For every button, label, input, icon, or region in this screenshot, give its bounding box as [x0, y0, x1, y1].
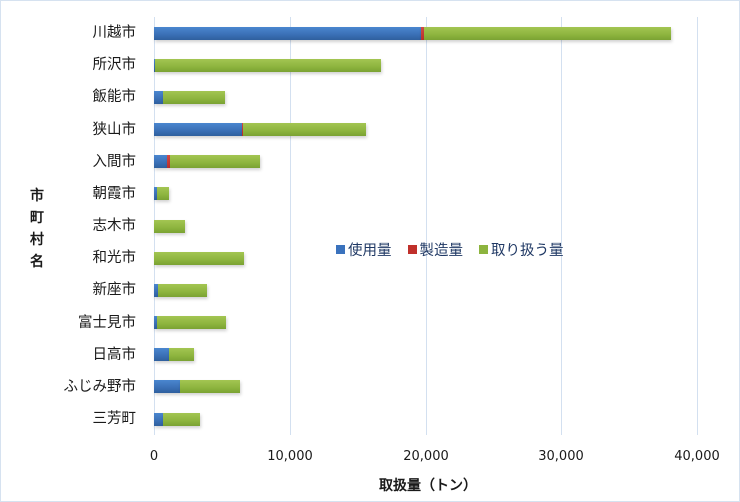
legend-swatch-icon — [336, 245, 345, 254]
bar-segment-handle — [156, 187, 169, 201]
bar-row — [154, 412, 200, 426]
category-label: 所沢市 — [92, 57, 137, 74]
bar-segment-make — [421, 26, 424, 40]
bar-segment-handle — [423, 26, 671, 40]
legend-item-make: 製造量 — [407, 239, 464, 260]
x-tick-label: 0 — [149, 449, 159, 464]
category-label: 入間市 — [92, 153, 137, 170]
bar-segment-handle — [242, 123, 367, 136]
category-label: 富士見市 — [78, 314, 136, 331]
bar-row — [154, 348, 195, 362]
bar-segment-handle — [169, 155, 260, 169]
category-label: 日高市 — [92, 346, 137, 363]
bar-row — [154, 219, 186, 233]
plot-area — [154, 17, 698, 435]
gridline — [561, 17, 562, 435]
category-label: 狭山市 — [92, 121, 137, 138]
gridline — [426, 17, 427, 435]
bar-segment-use — [154, 90, 163, 104]
bar-row — [154, 187, 169, 201]
bar-segment-handle — [163, 412, 200, 426]
bar-segment-use — [154, 123, 242, 136]
category-label: 飯能市 — [92, 89, 137, 106]
legend-swatch-icon — [407, 245, 417, 254]
gridline — [697, 17, 698, 435]
bar-segment-use — [154, 316, 157, 330]
bar-segment-handle — [156, 316, 227, 330]
bar-segment-use — [154, 380, 181, 394]
legend: 使用量 製造量 取り扱う量 — [336, 239, 564, 260]
x-tick-label: 20,000 — [403, 449, 449, 464]
legend-label: 製造量 — [419, 243, 464, 259]
bar-row — [154, 380, 240, 394]
legend-label: 使用量 — [348, 243, 392, 259]
bar-row — [154, 90, 226, 104]
bar-row — [154, 58, 381, 72]
category-label: 志木市 — [92, 218, 137, 235]
category-label: 川越市 — [92, 25, 137, 41]
bar-segment-handle — [154, 219, 186, 233]
bar-segment-use — [154, 412, 164, 426]
bar-segment-use — [154, 187, 157, 201]
bar-segment-use — [154, 348, 170, 362]
gridline — [290, 17, 291, 435]
bar-segment-handle — [162, 90, 226, 104]
category-label: 三芳町 — [92, 411, 137, 428]
bar-segment-make — [166, 155, 170, 169]
bar-row — [154, 251, 245, 265]
bar-segment-use — [154, 58, 156, 72]
legend-item-handle: 取り扱う量 — [479, 239, 564, 260]
bar-segment-make — [241, 123, 243, 136]
category-label: ふじみ野市 — [63, 378, 137, 395]
legend-item-use: 使用量 — [336, 239, 392, 260]
bar-segment-handle — [155, 58, 381, 72]
category-label: 新座市 — [92, 282, 137, 299]
bar-segment-handle — [158, 283, 208, 297]
bar-row — [154, 123, 367, 136]
bar-row — [154, 316, 227, 330]
bar-segment-use — [154, 26, 422, 40]
category-label: 和光市 — [92, 250, 137, 267]
x-axis-title: 取扱量（トン） — [379, 478, 477, 494]
bar-segment-use — [154, 283, 159, 297]
bar-row — [154, 26, 671, 40]
category-label: 朝霞市 — [92, 185, 137, 202]
bar-segment-use — [154, 155, 167, 169]
bar-row — [154, 283, 208, 297]
bar-segment-handle — [169, 348, 195, 362]
bar-segment-handle — [154, 251, 245, 265]
x-tick-label: 40,000 — [674, 449, 720, 464]
x-tick-label: 30,000 — [538, 449, 584, 464]
bar-row — [154, 155, 260, 169]
x-tick-label: 10,000 — [267, 449, 313, 464]
bar-segment-handle — [180, 380, 240, 394]
legend-label: 取り扱う量 — [491, 243, 564, 259]
y-axis-title: 市町村名 — [30, 188, 44, 270]
legend-swatch-icon — [479, 245, 488, 254]
